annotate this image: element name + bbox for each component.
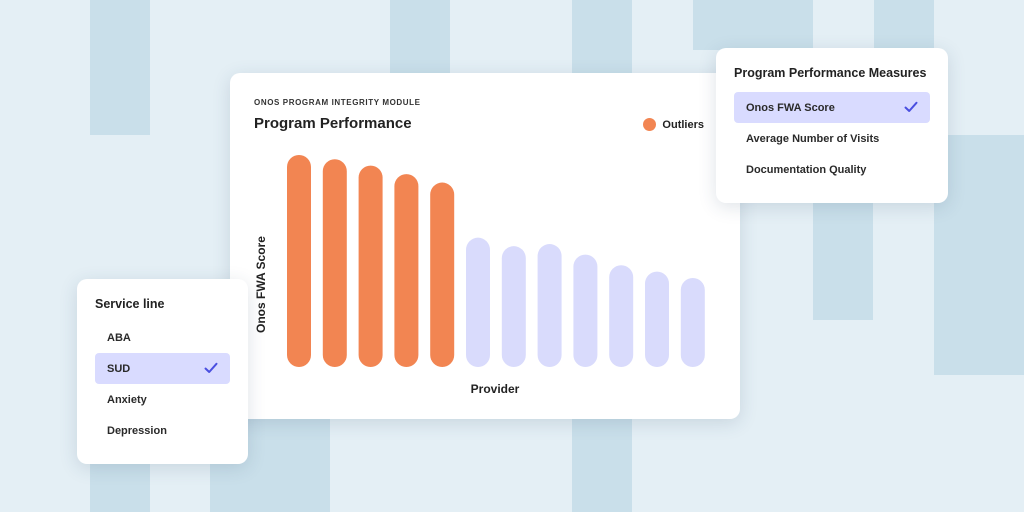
provider-bar (609, 265, 634, 367)
service-option-depression[interactable]: Depression (95, 415, 230, 446)
provider-bar (537, 244, 562, 367)
measure-option-average-visits[interactable]: Average Number of Visits (734, 123, 930, 154)
provider-bar (680, 277, 705, 367)
service-option-sud[interactable]: SUD (95, 353, 230, 384)
chart-title: Program Performance (254, 115, 412, 132)
bg-stripe (90, 455, 150, 512)
bg-stripe (693, 0, 813, 50)
outlier-bar (287, 155, 311, 367)
outlier-bar (322, 159, 347, 367)
bg-stripe (813, 200, 873, 320)
option-label: SUD (107, 362, 131, 375)
bar-chart (287, 155, 705, 367)
measure-option-fwa-score[interactable]: Onos FWA Score (734, 92, 930, 123)
program-performance-card: ONOS PROGRAM INTEGRITY MODULE Program Pe… (230, 73, 740, 419)
x-axis-label: Provider (470, 382, 520, 396)
outlier-bar (430, 182, 455, 367)
service-line-title: Service line (95, 297, 165, 311)
option-label: Average Number of Visits (746, 132, 880, 145)
bg-stripe (874, 0, 934, 50)
provider-bar (501, 246, 526, 367)
check-icon (204, 362, 218, 373)
bg-stripe (90, 0, 150, 135)
outlier-bar (358, 165, 383, 367)
measure-option-documentation-quality[interactable]: Documentation Quality (734, 154, 930, 185)
provider-bar (645, 271, 669, 367)
service-option-aba[interactable]: ABA (95, 322, 230, 353)
legend-label: Outliers (662, 118, 704, 131)
option-label: Depression (107, 424, 167, 437)
bg-stripe (390, 0, 450, 75)
bg-stripe (572, 415, 632, 512)
y-axis-label: Onos FWA Score (254, 236, 268, 333)
outlier-bar (394, 174, 419, 367)
service-option-anxiety[interactable]: Anxiety (95, 384, 230, 415)
option-label: ABA (107, 331, 131, 344)
service-line-panel: Service line ABA SUD Anxiety Depression (77, 279, 248, 464)
check-icon (904, 101, 918, 112)
provider-bar (466, 237, 490, 367)
option-label: Anxiety (107, 393, 147, 406)
legend-dot-icon (643, 118, 657, 131)
measures-panel: Program Performance Measures Onos FWA Sc… (716, 48, 948, 203)
provider-bar (573, 254, 598, 367)
option-label: Onos FWA Score (746, 101, 835, 114)
measures-panel-title: Program Performance Measures (734, 66, 927, 80)
option-label: Documentation Quality (746, 163, 867, 176)
legend: Outliers (643, 118, 704, 131)
module-label: ONOS PROGRAM INTEGRITY MODULE (254, 98, 421, 107)
bg-stripe (572, 0, 632, 75)
bg-stripe (934, 135, 1024, 375)
